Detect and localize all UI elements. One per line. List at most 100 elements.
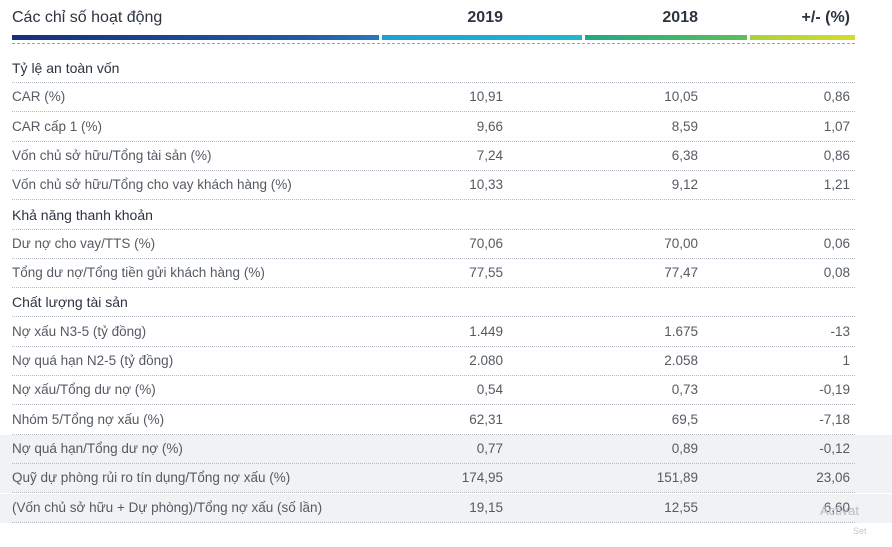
row-divider bbox=[12, 462, 855, 464]
row-divider bbox=[12, 82, 855, 83]
value-diff: -7,18 bbox=[819, 411, 850, 427]
value-diff: 6,60 bbox=[823, 499, 850, 515]
section-title: Tỷ lệ an toàn vốn bbox=[12, 60, 120, 76]
value-2018: 6,38 bbox=[671, 147, 698, 163]
value-diff: 0,08 bbox=[823, 265, 850, 281]
header-2019: 2019 bbox=[467, 9, 503, 26]
header-bar-2018 bbox=[585, 35, 747, 40]
row-divider bbox=[12, 111, 855, 113]
row-divider bbox=[12, 375, 855, 376]
value-diff: -13 bbox=[830, 323, 850, 339]
row-label: Nợ quá hạn/Tổng dư nợ (%) bbox=[12, 440, 183, 456]
value-diff: 0,86 bbox=[823, 147, 850, 163]
row-label: Dư nợ cho vay/TTS (%) bbox=[12, 235, 156, 251]
table-header: Các chỉ số hoạt động 2019 2018 +/- (%) bbox=[0, 0, 892, 34]
value-diff: 0,06 bbox=[823, 235, 850, 251]
row-label: Quỹ dự phòng rủi ro tín dụng/Tổng nợ xấu… bbox=[12, 470, 291, 486]
value-2018: 77,47 bbox=[664, 265, 698, 281]
row-label: Nợ quá hạn N2-5 (tỷ đồng) bbox=[12, 353, 174, 368]
row-divider bbox=[12, 199, 855, 201]
value-2019: 70,06 bbox=[469, 235, 503, 251]
value-2019: 10,33 bbox=[469, 177, 503, 193]
watermark-text-small: Set bbox=[853, 526, 867, 536]
header-label: Các chỉ số hoạt động bbox=[12, 9, 163, 26]
value-diff: 1,21 bbox=[823, 177, 850, 193]
value-2018: 69,5 bbox=[671, 411, 698, 427]
section-header: Tỷ lệ an toàn vốn bbox=[0, 54, 892, 83]
section-header: Khả năng thanh khoản bbox=[0, 201, 892, 230]
value-2019: 2.080 bbox=[469, 353, 503, 368]
row-label: Nợ xấu/Tổng dư nợ (%) bbox=[12, 382, 156, 398]
value-2019: 0,54 bbox=[476, 382, 503, 398]
value-2019: 9,66 bbox=[476, 118, 503, 134]
value-2019: 10,91 bbox=[469, 89, 503, 105]
table-row: CAR cấp 1 (%) 9,66 8,59 1,07 bbox=[0, 113, 892, 142]
header-bar-diff bbox=[750, 35, 855, 40]
value-2018: 10,05 bbox=[664, 89, 698, 105]
row-label: CAR (%) bbox=[12, 89, 66, 105]
table-row: Quỹ dự phòng rủi ro tín dụng/Tổng nợ xấu… bbox=[0, 464, 892, 494]
row-label: (Vốn chủ sở hữu + Dự phòng)/Tổng nợ xấu … bbox=[12, 499, 323, 515]
row-label: Tổng dư nợ/Tổng tiền gửi khách hàng (%) bbox=[12, 265, 265, 281]
value-2019: 77,55 bbox=[469, 265, 503, 281]
table-row: Vốn chủ sở hữu/Tổng cho vay khách hàng (… bbox=[0, 171, 892, 201]
header-diff: +/- (%) bbox=[801, 9, 850, 26]
row-divider bbox=[12, 140, 855, 142]
row-divider bbox=[12, 404, 855, 406]
header-bar-label bbox=[12, 35, 379, 40]
row-label: CAR cấp 1 (%) bbox=[12, 118, 103, 134]
value-2018: 2.058 bbox=[664, 353, 698, 368]
value-2019: 174,95 bbox=[461, 470, 503, 486]
section-title: Chất lượng tài sản bbox=[12, 294, 128, 311]
value-2018: 0,73 bbox=[671, 382, 698, 398]
value-diff: 1,07 bbox=[823, 118, 850, 134]
value-diff: 1 bbox=[842, 353, 850, 368]
header-color-bars bbox=[12, 35, 855, 40]
table-row: (Vốn chủ sở hữu + Dự phòng)/Tổng nợ xấu … bbox=[0, 493, 892, 523]
row-divider bbox=[12, 169, 855, 171]
row-label: Vốn chủ sở hữu/Tổng tài sản (%) bbox=[12, 147, 212, 163]
table-row: Nợ quá hạn N2-5 (tỷ đồng) 2.080 2.058 1 bbox=[0, 347, 892, 376]
value-2018: 0,89 bbox=[671, 440, 698, 456]
header-divider bbox=[12, 43, 855, 44]
table-row: CAR (%) 10,91 10,05 0,86 bbox=[0, 83, 892, 113]
table-row: Dư nợ cho vay/TTS (%) 70,06 70,00 0,06 bbox=[0, 230, 892, 259]
value-2018: 12,55 bbox=[664, 499, 698, 515]
row-divider bbox=[12, 316, 855, 318]
row-divider bbox=[12, 228, 855, 230]
row-divider bbox=[12, 257, 855, 259]
value-2019: 19,15 bbox=[469, 499, 503, 515]
value-2019: 1.449 bbox=[469, 323, 503, 339]
row-divider bbox=[12, 521, 855, 523]
section-header: Chất lượng tài sản bbox=[0, 288, 892, 318]
header-bar-2019 bbox=[382, 35, 582, 40]
value-diff: 0,86 bbox=[823, 89, 850, 105]
value-2019: 7,24 bbox=[476, 147, 503, 163]
value-diff: -0,19 bbox=[819, 382, 850, 398]
table-row: Tổng dư nợ/Tổng tiền gửi khách hàng (%) 7… bbox=[0, 259, 892, 289]
section-title: Khả năng thanh khoản bbox=[12, 206, 153, 223]
value-diff: -0,12 bbox=[819, 440, 850, 456]
row-label: Nhóm 5/Tổng nợ xấu (%) bbox=[12, 411, 165, 427]
table-row: Nhóm 5/Tổng nợ xấu (%) 62,31 69,5 -7,18 bbox=[0, 406, 892, 435]
value-diff: 23,06 bbox=[816, 470, 850, 486]
row-divider bbox=[12, 433, 855, 435]
value-2019: 62,31 bbox=[469, 411, 503, 427]
watermark-text: Activat bbox=[820, 503, 860, 518]
value-2018: 8,59 bbox=[671, 118, 698, 134]
header-2018: 2018 bbox=[662, 9, 698, 26]
table-row: Nợ xấu N3-5 (tỷ đồng) 1.449 1.675 -13 bbox=[0, 318, 892, 347]
value-2018: 9,12 bbox=[671, 177, 698, 193]
table-row: Nợ quá hạn/Tổng dư nợ (%) 0,77 0,89 -0,12 bbox=[0, 434, 892, 464]
value-2018: 151,89 bbox=[656, 470, 698, 486]
value-2019: 0,77 bbox=[476, 440, 503, 456]
value-2018: 1.675 bbox=[664, 323, 698, 339]
row-divider bbox=[12, 345, 855, 347]
value-2018: 70,00 bbox=[664, 235, 698, 251]
row-divider bbox=[12, 287, 855, 289]
row-label: Nợ xấu N3-5 (tỷ đồng) bbox=[12, 323, 147, 339]
row-label: Vốn chủ sở hữu/Tổng cho vay khách hàng (… bbox=[12, 177, 292, 193]
row-divider bbox=[12, 492, 855, 494]
table-row: Vốn chủ sở hữu/Tổng tài sản (%) 7,24 6,38 0… bbox=[0, 142, 892, 171]
table-row: Nợ xấu/Tổng dư nợ (%) 0,54 0,73 -0,19 bbox=[0, 376, 892, 406]
